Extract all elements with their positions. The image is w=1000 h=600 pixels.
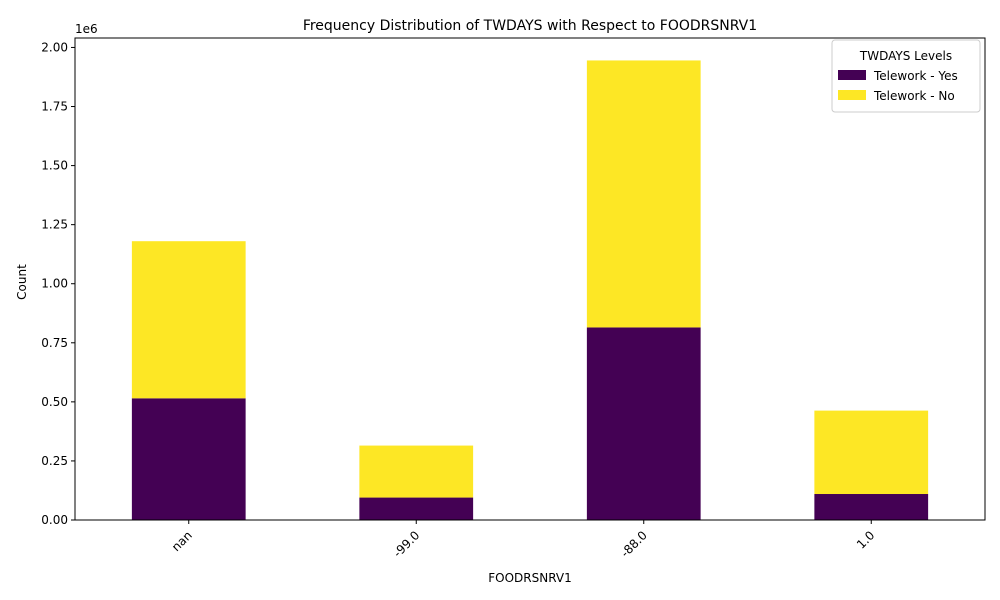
x-tick-label: -88.0 xyxy=(618,528,650,560)
legend-title: TWDAYS Levels xyxy=(859,49,952,63)
y-tick-label: 1.75 xyxy=(41,100,68,114)
bar-telework-yes-0 xyxy=(131,398,246,520)
y-tick-label: 0.00 xyxy=(41,513,68,527)
x-ticks-group: nan -99.0 -88.0 1.0 xyxy=(169,520,877,560)
legend-label-telework-yes: Telework - Yes xyxy=(873,69,958,83)
bar-telework-no-2 xyxy=(586,60,701,328)
y-axis-label: Count xyxy=(15,264,29,300)
y-tick-label: 1.50 xyxy=(41,159,68,173)
x-tick-label: -99.0 xyxy=(391,528,423,560)
y-tick-label: 0.25 xyxy=(41,454,68,468)
bars-group xyxy=(131,60,929,520)
chart-title: Frequency Distribution of TWDAYS with Re… xyxy=(303,18,757,34)
bar-telework-no-3 xyxy=(814,410,929,495)
x-tick-label: 1.0 xyxy=(854,528,877,551)
bar-telework-yes-3 xyxy=(814,494,929,520)
y-axis-offset-label: 1e6 xyxy=(75,22,98,36)
bar-telework-yes-2 xyxy=(586,327,701,520)
y-tick-label: 2.00 xyxy=(41,40,68,54)
y-tick-label: 0.50 xyxy=(41,395,68,409)
legend-swatch-telework-no xyxy=(838,90,866,100)
bar-telework-no-0 xyxy=(131,241,246,399)
legend-swatch-telework-yes xyxy=(838,70,866,80)
y-ticks-group: 0.00 0.25 0.50 0.75 1.00 1.25 1.50 1.75 2.00 xyxy=(41,40,75,527)
bar-telework-no-1 xyxy=(359,445,474,498)
axes-frame xyxy=(74,37,986,521)
y-tick-label: 1.00 xyxy=(41,277,68,291)
legend: TWDAYS Levels Telework - Yes Telework - N… xyxy=(831,39,981,113)
legend-label-telework-no: Telework - No xyxy=(873,89,955,103)
plot-frame xyxy=(74,37,986,521)
x-axis-label: FOODRSNRV1 xyxy=(488,571,572,585)
bar-telework-yes-1 xyxy=(359,497,474,520)
legend-box xyxy=(831,39,981,113)
y-tick-label: 1.25 xyxy=(41,218,68,232)
y-tick-label: 0.75 xyxy=(41,336,68,350)
x-tick-label: nan xyxy=(169,528,195,554)
